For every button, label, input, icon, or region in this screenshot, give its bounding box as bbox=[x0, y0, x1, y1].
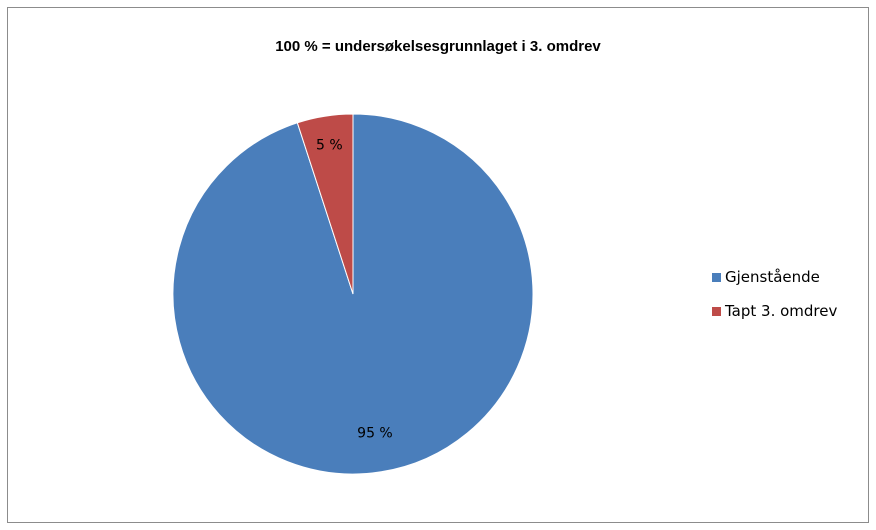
legend-item-tapt: Tapt 3. omdrev bbox=[712, 302, 837, 320]
legend-label-gjenstaende: Gjenstående bbox=[725, 268, 820, 286]
legend-item-gjenstaende: Gjenstående bbox=[712, 268, 837, 286]
legend-swatch-tapt bbox=[712, 306, 721, 316]
legend-label-tapt: Tapt 3. omdrev bbox=[725, 302, 838, 320]
chart-title: 100 % = undersøkelsesgrunnlaget i 3. omd… bbox=[275, 38, 601, 55]
legend: Gjenstående Tapt 3. omdrev bbox=[712, 268, 837, 336]
pie-slice-tapt bbox=[296, 113, 354, 295]
data-label-gjenstaende: 95 % bbox=[357, 426, 393, 442]
legend-swatch-gjenstaende bbox=[712, 272, 721, 282]
data-label-tapt: 5 % bbox=[316, 138, 343, 154]
